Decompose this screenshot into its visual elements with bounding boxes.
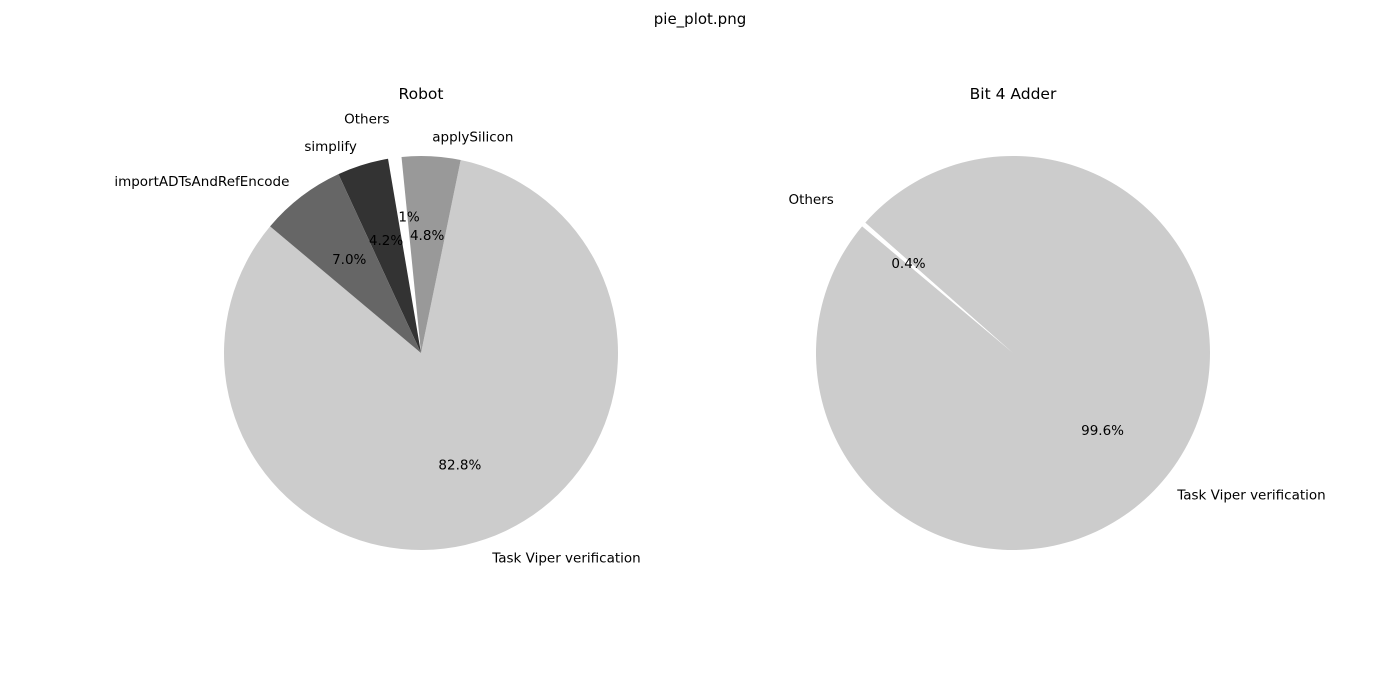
percent-label: 0.4% (891, 256, 925, 272)
pie-slice-importadtsandrefencode (270, 174, 421, 353)
slice-label: Task Viper verification (1176, 487, 1326, 503)
percent-label: 4.2% (369, 233, 403, 249)
pie-title: Bit 4 Adder (970, 85, 1057, 103)
percent-label: 82.8% (438, 458, 481, 474)
percent-label: 99.6% (1081, 423, 1124, 439)
slice-label: Task Viper verification (491, 551, 641, 567)
pie-slice-task-viper-verification (815, 156, 1210, 551)
pie-robot: Robot Task Viper verification 82.8% applySi… (114, 85, 640, 567)
slice-label: importADTsAndRefEncode (114, 174, 289, 190)
pie-slice-simplify (338, 158, 421, 353)
pie-slice-task-viper-verification (224, 160, 618, 550)
pie-title: Robot (399, 85, 444, 103)
pie-slice-others (385, 137, 419, 334)
slice-label: simplify (304, 139, 357, 155)
pie-slice-others (847, 209, 999, 341)
percent-label: 4.8% (410, 228, 444, 244)
percent-label: 7.0% (332, 252, 366, 268)
slice-label: applySilicon (432, 130, 513, 146)
pie-bit-4-adder: Bit 4 Adder Task Viper verification 99.6% O… (788, 85, 1326, 551)
figure-title: pie_plot.png (653, 10, 747, 28)
slice-label: Others (788, 192, 833, 208)
pie-slice-applysilicon (401, 155, 461, 353)
slice-label: Others (344, 112, 389, 128)
